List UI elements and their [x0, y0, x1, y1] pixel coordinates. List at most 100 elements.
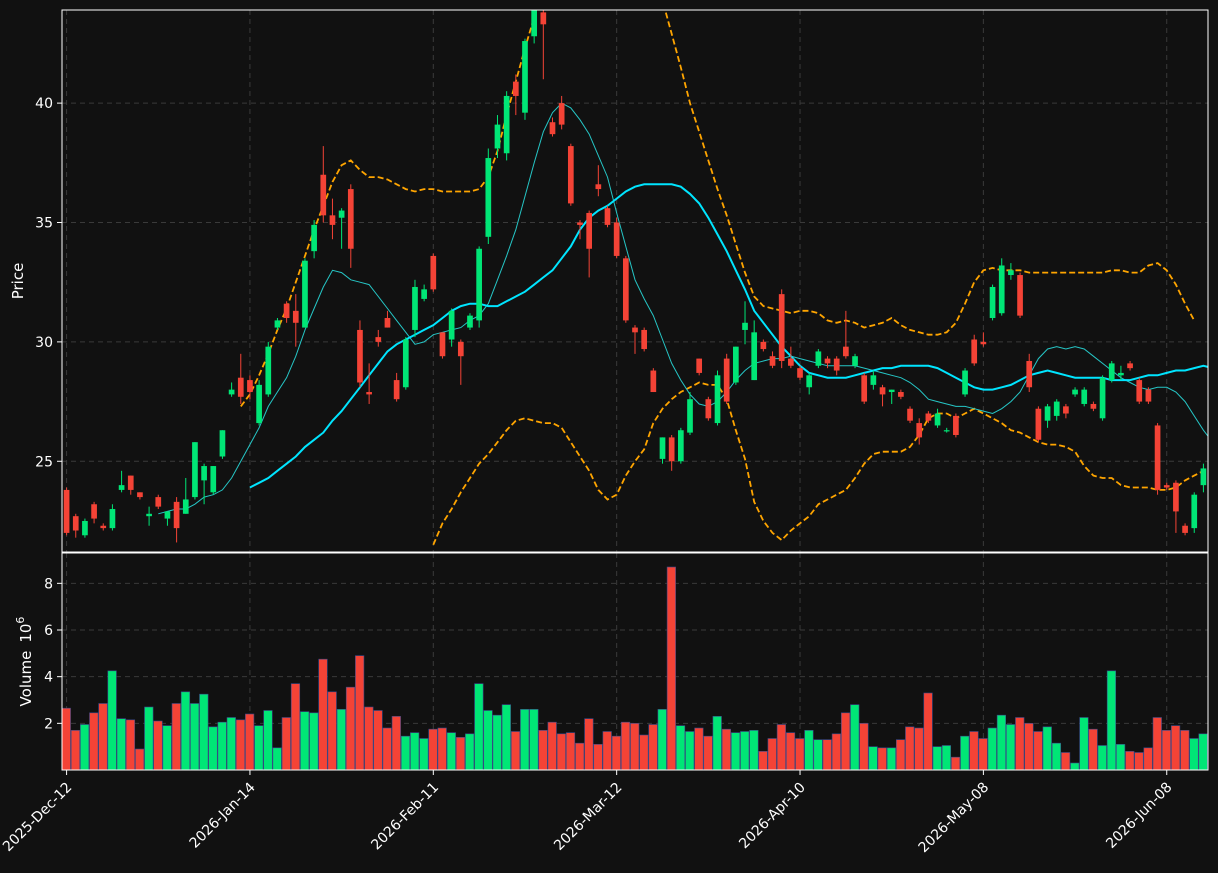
candle-body	[256, 384, 262, 424]
volume-bar	[419, 738, 429, 770]
volume-bar	[309, 712, 319, 770]
candle-body	[953, 415, 959, 436]
candle-body	[733, 346, 739, 383]
candle-body	[1026, 360, 1033, 388]
volume-bar	[923, 692, 933, 770]
candle-body	[127, 475, 134, 490]
candle-body	[907, 408, 913, 421]
volume-bar	[1079, 717, 1089, 770]
candle-body	[347, 189, 354, 249]
price-grid	[62, 10, 1208, 552]
volume-bar	[135, 748, 145, 770]
volume-bar	[785, 732, 796, 770]
volume-bar	[318, 658, 328, 770]
volume-bar	[455, 737, 466, 770]
candle-body	[375, 337, 382, 342]
candle-body	[1136, 380, 1143, 402]
volume-bar	[62, 707, 71, 770]
candle-body	[274, 320, 281, 328]
candle-body	[760, 341, 767, 350]
volume-bar	[70, 730, 81, 770]
price-y-ticks: 25 30 35 40	[35, 96, 62, 470]
volume-bar	[465, 733, 475, 770]
candle-body	[1127, 363, 1133, 369]
volume-bar	[245, 713, 255, 770]
candle-body	[494, 124, 501, 149]
volume-bar	[895, 739, 906, 770]
panel-frames	[61, 9, 1209, 771]
candle-body	[1099, 377, 1106, 419]
candle-body	[861, 375, 868, 402]
candle-body	[137, 492, 143, 498]
volume-bar	[703, 735, 713, 770]
candle-body	[118, 485, 125, 490]
volume-bar	[345, 686, 356, 770]
bollinger-upper-line	[240, 10, 1195, 407]
volume-bar	[914, 727, 924, 770]
volume-bar	[1097, 745, 1107, 770]
volume-bar	[822, 739, 832, 770]
volume-bar	[1070, 762, 1080, 770]
volume-bar	[877, 747, 887, 770]
candle-body	[916, 423, 923, 438]
volume-bar	[98, 703, 108, 770]
volume-bar	[263, 710, 273, 770]
volume-bar	[171, 703, 181, 770]
volume-bar	[446, 732, 456, 770]
price-tick-label: 40	[35, 96, 53, 112]
candle-body	[503, 95, 510, 154]
candle-body	[540, 12, 547, 25]
price-tick-label: 25	[35, 454, 53, 470]
volume-bar	[1088, 728, 1098, 770]
candle-body	[421, 289, 427, 299]
candles	[63, 10, 1207, 543]
volume-bar	[1143, 747, 1153, 770]
volume-bar	[685, 731, 695, 770]
candle-body	[962, 370, 968, 395]
candle-body	[302, 260, 308, 328]
volume-bar	[1116, 744, 1126, 770]
volume-bar	[107, 670, 117, 770]
candle-body	[1063, 406, 1069, 414]
candle-body	[173, 501, 180, 529]
candle-body	[476, 248, 482, 321]
candle-body	[1108, 363, 1115, 381]
candle-body	[888, 389, 895, 393]
candle-body	[1191, 494, 1198, 529]
candle-body	[201, 466, 207, 481]
volume-bar	[1198, 733, 1208, 770]
candle-body	[109, 509, 116, 529]
candle-body	[467, 315, 473, 328]
moving-averages	[158, 102, 1208, 515]
volume-bar	[254, 725, 264, 770]
candle-body	[357, 329, 363, 383]
candle-body	[1173, 482, 1179, 512]
volume-bar	[1033, 731, 1043, 770]
candle-body	[971, 339, 978, 364]
volume-bar	[410, 732, 420, 770]
volume-bar	[1189, 738, 1199, 770]
volume-bar	[758, 751, 768, 770]
volume-bar	[776, 724, 786, 770]
volume-bar	[859, 723, 869, 770]
price-panel: 25 30 35 40 Price	[9, 10, 1208, 552]
volume-tick-label: 2	[44, 716, 53, 732]
candle-body	[448, 310, 455, 340]
volume-bar	[941, 745, 951, 770]
volume-bar	[208, 726, 218, 770]
candle-body	[1182, 525, 1188, 533]
volume-bar	[767, 738, 777, 770]
candle-body	[879, 387, 886, 395]
candle-body	[512, 81, 519, 96]
volume-bar	[199, 693, 209, 770]
candle-body	[723, 358, 730, 402]
candle-body	[659, 437, 666, 459]
volume-bar	[547, 721, 557, 770]
volume-bar	[290, 683, 301, 770]
candle-body	[622, 258, 629, 321]
volume-bar	[850, 704, 860, 770]
volume-bar	[620, 721, 631, 770]
candle-body	[1035, 408, 1042, 440]
candle-body	[824, 358, 831, 364]
candle-body	[943, 430, 950, 432]
